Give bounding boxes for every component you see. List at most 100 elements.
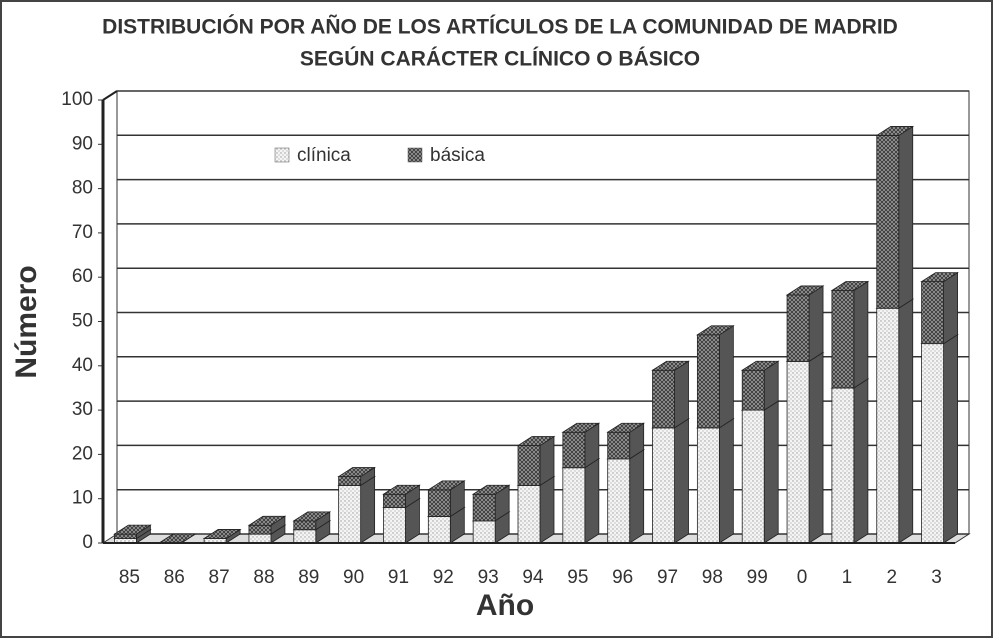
bar-segment bbox=[293, 529, 317, 544]
bar-top bbox=[113, 524, 152, 535]
bar-top bbox=[875, 126, 915, 136]
x-tick-label: 99 bbox=[747, 567, 768, 588]
bar-segment bbox=[338, 476, 362, 486]
x-tick-label: 88 bbox=[253, 567, 274, 588]
bar-segment bbox=[338, 485, 362, 544]
x-tick-label: 0 bbox=[797, 567, 808, 588]
bar-top bbox=[785, 285, 825, 296]
x-axis-title: Año bbox=[476, 589, 534, 622]
bar-top bbox=[651, 360, 690, 371]
x-tick-label: 96 bbox=[612, 567, 633, 588]
x-tick-label: 2 bbox=[886, 567, 897, 588]
bar-top bbox=[606, 422, 646, 433]
x-tick-label: 90 bbox=[343, 567, 364, 588]
bar-segment bbox=[652, 427, 675, 544]
x-tick-label: 86 bbox=[164, 567, 185, 588]
bar-top bbox=[740, 360, 780, 371]
bar-segment bbox=[786, 360, 810, 544]
x-tick-label: 89 bbox=[298, 567, 319, 588]
bar-side bbox=[898, 125, 914, 309]
y-tick-label: 10 bbox=[72, 488, 93, 509]
bar-segment bbox=[607, 431, 631, 460]
bar-top bbox=[516, 436, 556, 446]
legend-swatch bbox=[407, 147, 423, 163]
bar-segment bbox=[876, 135, 900, 309]
bar-segment bbox=[383, 493, 406, 508]
x-tick-label: 98 bbox=[702, 567, 723, 588]
x-tick-label: 94 bbox=[522, 567, 544, 588]
y-tick-label: 40 bbox=[72, 355, 93, 376]
bar-side bbox=[584, 457, 600, 544]
bar-segment bbox=[293, 520, 317, 531]
x-tick-label: 93 bbox=[478, 567, 499, 588]
chart-title: DISTRIBUCIÓN POR AÑO DE LOS ARTÍCULOS DE… bbox=[102, 15, 898, 39]
x-tick-label: 91 bbox=[388, 567, 409, 588]
bar-segment bbox=[517, 485, 541, 544]
bar-segment bbox=[427, 516, 451, 544]
chart-title: SEGÚN CARÁCTER CLÍNICO O BÁSICO bbox=[300, 47, 700, 71]
bar-segment bbox=[248, 533, 272, 544]
y-tick-label: 20 bbox=[72, 443, 93, 464]
y-axis-depth bbox=[102, 90, 118, 101]
bar-segment bbox=[652, 369, 675, 429]
bar-segment bbox=[607, 458, 631, 544]
bar-segment bbox=[517, 445, 541, 486]
x-tick-label: 87 bbox=[209, 567, 230, 588]
bar-top bbox=[696, 325, 735, 336]
y-tick-label: 30 bbox=[72, 399, 93, 420]
bar-side bbox=[629, 449, 645, 544]
x-tick-label: 3 bbox=[931, 567, 942, 588]
bar-segment bbox=[741, 369, 765, 411]
bar-segment bbox=[562, 431, 586, 469]
bar-side bbox=[943, 271, 958, 345]
x-tick-label: 1 bbox=[842, 567, 853, 588]
bar-top bbox=[426, 480, 466, 491]
x-tick-label: 85 bbox=[119, 567, 140, 588]
bar-side bbox=[539, 475, 555, 544]
bar-top bbox=[471, 484, 511, 495]
bar-side bbox=[360, 475, 376, 544]
bar-segment bbox=[562, 467, 586, 544]
bar-segment bbox=[696, 334, 720, 429]
bar-top bbox=[292, 511, 332, 522]
bar-segment bbox=[114, 533, 137, 539]
y-tick-label: 0 bbox=[82, 532, 93, 553]
legend-label: básica bbox=[430, 145, 485, 166]
bar-top bbox=[382, 484, 421, 495]
bar-side bbox=[808, 351, 824, 544]
x-tick-label: 97 bbox=[657, 567, 678, 588]
legend-label: clínica bbox=[297, 145, 351, 166]
bar-segment bbox=[472, 520, 496, 544]
bar-top bbox=[202, 529, 242, 539]
legend-swatch bbox=[274, 147, 290, 163]
x-tick-label: 95 bbox=[567, 567, 588, 588]
bar-side bbox=[853, 280, 869, 389]
bar-segment bbox=[921, 343, 944, 544]
bar-side bbox=[718, 418, 734, 544]
bar-segment bbox=[427, 489, 451, 517]
bar-top bbox=[561, 422, 601, 433]
bar-side bbox=[718, 325, 734, 429]
y-axis-title: Número bbox=[10, 265, 43, 378]
bar-segment bbox=[921, 281, 944, 345]
bar-side bbox=[853, 378, 869, 544]
y-tick-label: 90 bbox=[72, 133, 93, 154]
bar-side bbox=[898, 298, 914, 544]
bar-segment bbox=[472, 493, 496, 522]
bar-segment bbox=[876, 307, 900, 544]
bar-segment bbox=[831, 290, 855, 389]
bar-top bbox=[920, 272, 959, 283]
x-tick-label: 92 bbox=[433, 567, 454, 588]
bar-segment bbox=[786, 294, 810, 362]
bar-top bbox=[830, 281, 870, 291]
bar-top bbox=[247, 515, 287, 526]
bar-segment bbox=[248, 524, 272, 535]
bar-side bbox=[943, 333, 958, 544]
bar-side bbox=[763, 400, 779, 544]
bar-segment bbox=[696, 427, 720, 544]
bar-segment bbox=[831, 387, 855, 544]
y-tick-label: 100 bbox=[61, 89, 93, 110]
bar-segment bbox=[741, 409, 765, 544]
